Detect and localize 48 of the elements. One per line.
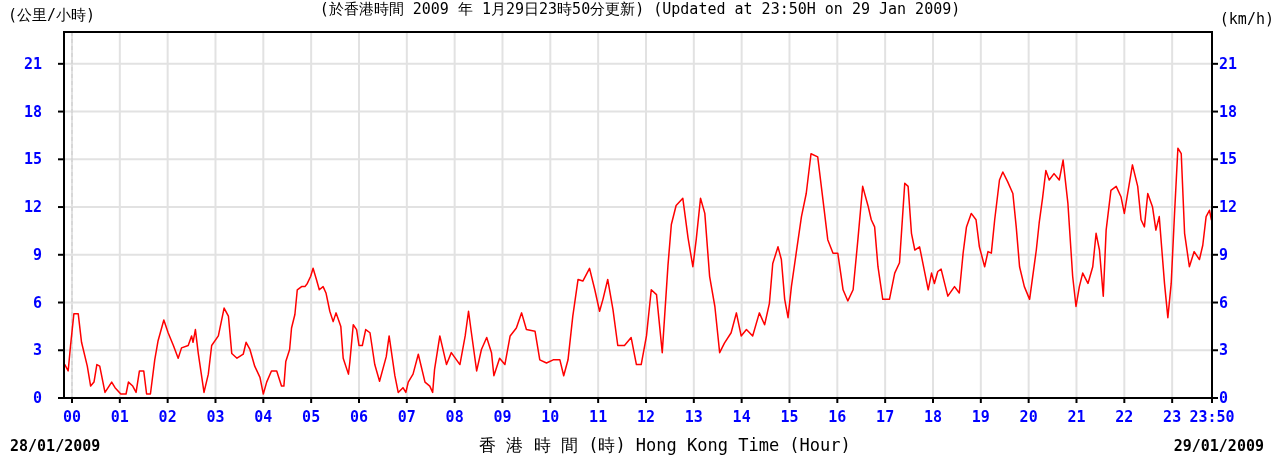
y2-tick-label: 15 [1219, 150, 1238, 169]
x-tick-label: 07 [397, 408, 416, 426]
text: 29/01/2009 [1173, 437, 1264, 455]
x-tick-label: 10 [541, 408, 560, 426]
x-tick-label: 16 [828, 408, 847, 426]
x-tick-label: 04 [254, 408, 273, 426]
x-tick-label: 09 [493, 408, 512, 426]
y-tick-label: 15 [23, 150, 42, 169]
x-tick-label: 03 [206, 408, 225, 426]
x-tick-label: 17 [876, 408, 895, 426]
x-tick-label: 19 [971, 408, 990, 426]
x-tick-label: 13 [684, 408, 703, 426]
text: 28/01/2009 [10, 437, 101, 455]
x-tick-label: 05 [302, 408, 321, 426]
y2-tick-label: 12 [1219, 198, 1238, 217]
y2-tick-label: 3 [1219, 341, 1229, 360]
y-tick-label: 6 [32, 293, 42, 312]
x-tick-label: 06 [349, 408, 369, 426]
x-tick-label: 21 [1067, 408, 1086, 426]
y-axis-title: (公里/小時) [8, 6, 96, 24]
y-tick-label: 18 [23, 102, 42, 121]
y2-tick-label: 21 [1219, 54, 1238, 73]
x-tick-label: 22 [1115, 408, 1134, 426]
x-tick-label: 00 [62, 408, 82, 426]
x-tick-label: 18 [923, 408, 943, 426]
x-tick-label: 14 [732, 408, 751, 426]
x-tick-label: 12 [636, 408, 656, 426]
y2-axis-title: (km/h) [1219, 10, 1274, 28]
x-tick-label: 23 [1163, 408, 1182, 426]
x-tick-label: 23:50 [1189, 408, 1235, 426]
y-tick-label: 9 [32, 245, 42, 264]
y-tick-label: 0 [32, 389, 42, 407]
x-tick-label: 20 [1019, 408, 1038, 426]
y2-tick-label: 6 [1219, 293, 1229, 312]
y2-tick-label: 18 [1219, 102, 1238, 121]
x-axis-title: 香 港 時 間 (時) Hong Kong Time (Hour) [479, 435, 851, 455]
y-tick-label: 21 [23, 54, 42, 73]
x-tick-label: 15 [780, 408, 799, 426]
x-tick-label: 01 [110, 408, 129, 426]
x-tick-label: 02 [158, 408, 177, 426]
x-tick-label: 11 [589, 408, 608, 426]
y2-tick-label: 9 [1219, 245, 1229, 264]
y2-tick-label: 0 [1219, 389, 1229, 407]
y-tick-label: 12 [23, 198, 42, 217]
x-tick-label: 08 [445, 408, 464, 426]
y-tick-label: 3 [32, 341, 42, 360]
line-series [64, 147, 1213, 395]
chart-title: (於香港時間 2009 年 1月29日23時50分更新) (Updated at 23:50H on 29 Jan 2009) [319, 0, 961, 18]
